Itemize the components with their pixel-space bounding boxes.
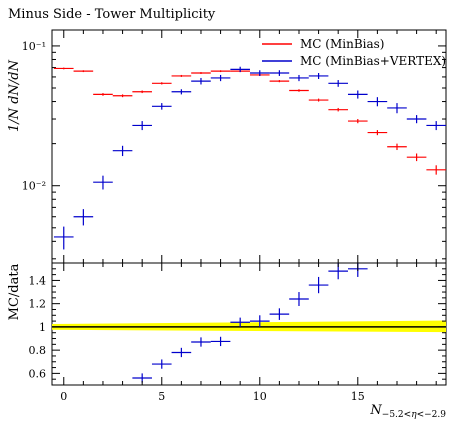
x-tick-label: 10 <box>253 390 267 403</box>
main-data-point <box>347 90 368 99</box>
main-data-point <box>406 115 427 124</box>
main-y-tick-label: 10⁻² <box>22 180 46 193</box>
main-x-ticks <box>63 30 437 263</box>
main-data-point <box>308 98 329 102</box>
main-data-point <box>328 80 348 87</box>
x-tick-label: 5 <box>158 390 165 403</box>
ratio-y-ticks: 0.6 0.8 1 1.2 1.4 <box>29 262 446 386</box>
main-data-point <box>406 153 427 162</box>
x-tick-label: 0 <box>60 390 67 403</box>
main-data-point <box>53 67 74 70</box>
main-data-point <box>367 97 388 107</box>
main-data-point <box>53 226 74 250</box>
main-data-point <box>269 80 290 83</box>
main-data-point <box>93 93 113 96</box>
main-data-point <box>93 175 113 190</box>
main-data-point <box>289 89 309 92</box>
main-data-point <box>289 74 309 82</box>
main-data-point <box>230 66 250 73</box>
main-data-point <box>171 89 192 95</box>
ratio-y-tick-label: 0.8 <box>29 344 47 357</box>
main-ylabel: 1/N dN/dN <box>7 59 22 132</box>
ratio-data-point <box>171 347 192 358</box>
ratio-y-tick-label: 1.4 <box>29 274 47 287</box>
plot-title: Minus Side - Tower Multiplicity <box>8 7 216 22</box>
ratio-x-ticks: 0 5 10 15 <box>60 263 437 403</box>
main-data-point <box>328 107 348 112</box>
main-data-point <box>426 121 446 131</box>
main-series-mc-vertex <box>53 66 446 250</box>
main-data-point <box>191 77 211 85</box>
main-data-point <box>426 165 446 175</box>
ratio-y-tick-label: 1 <box>39 321 46 334</box>
ratio-data-point <box>191 337 211 347</box>
x-axis-label: N−5.2<η<−2.9 <box>369 403 446 420</box>
main-data-point <box>73 209 94 226</box>
ratio-y-tick-label: 1.2 <box>29 298 47 311</box>
ratio-data-point <box>151 359 172 369</box>
ratio-band-group <box>52 320 446 333</box>
main-data-point <box>387 103 407 114</box>
main-data-point <box>210 70 231 73</box>
legend-label: MC (MinBias) <box>300 37 384 51</box>
main-data-point <box>171 74 192 77</box>
main-data-point <box>73 70 94 73</box>
ratio-y-tick-label: 0.6 <box>29 367 47 380</box>
main-data-point <box>249 70 270 76</box>
main-y-tick-label: 10⁻¹ <box>22 40 46 53</box>
ratio-data-point <box>249 315 270 327</box>
main-data-point <box>112 145 133 157</box>
main-data-point <box>151 103 172 110</box>
ratio-data-point <box>269 308 290 320</box>
ratio-data-point <box>308 276 329 294</box>
main-data-point <box>151 82 172 85</box>
ratio-data-point <box>210 336 231 347</box>
main-data-point <box>132 90 152 94</box>
ratio-data-point <box>289 292 309 306</box>
legend-label: MC (MinBias+VERTEX) <box>300 54 446 68</box>
ratio-data-point <box>230 317 250 327</box>
main-y-axis-label: 1/N dN/dN <box>7 59 22 132</box>
main-data-point <box>269 70 290 76</box>
main-series-group <box>53 66 446 250</box>
main-plot: 10⁻² 10⁻¹ <box>22 29 447 264</box>
ratio-plot: 0.6 0.8 1 1.2 1.4 0 5 10 15 <box>29 262 447 403</box>
ratio-ylabel: MC/data <box>7 263 22 320</box>
main-data-point <box>210 74 231 82</box>
main-data-point <box>308 73 329 79</box>
main-data-point <box>347 119 368 124</box>
main-data-point <box>112 94 133 98</box>
main-data-point <box>367 130 388 136</box>
main-data-point <box>132 121 152 131</box>
legend: MC (MinBias) MC (MinBias+VERTEX) <box>262 37 446 68</box>
main-data-point <box>191 72 211 74</box>
main-series-mc-minbias <box>53 67 446 175</box>
main-data-point <box>387 143 407 151</box>
main-y-ticks: 10⁻² 10⁻¹ <box>22 40 446 260</box>
x-tick-label: 15 <box>351 390 365 403</box>
